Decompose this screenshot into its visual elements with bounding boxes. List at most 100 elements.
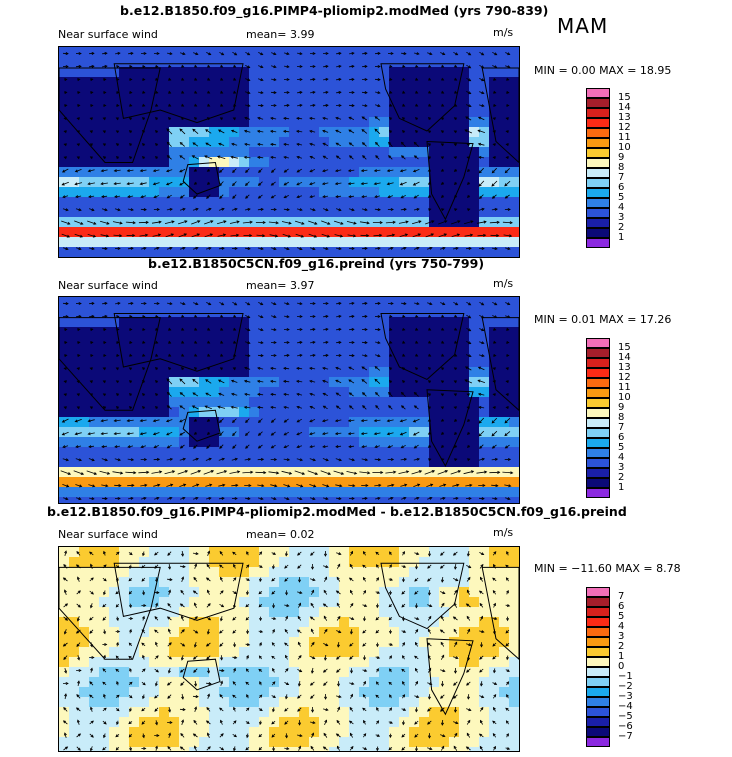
colorbar-label: 13	[618, 362, 631, 373]
colorbar-box	[586, 108, 610, 118]
panel-3-minmax: MIN = −11.60 MAX = 8.78	[534, 562, 681, 575]
colorbar-box	[586, 148, 610, 158]
colorbar-box	[586, 717, 610, 727]
coastlines	[59, 63, 519, 221]
panel-3-mean-value: 0.02	[290, 528, 315, 541]
panel-2-units: m/s	[493, 277, 514, 290]
wind-vectors	[60, 301, 514, 501]
colorbar-box	[586, 657, 610, 667]
colorbar-label: 0	[618, 661, 625, 672]
colorbar-label: 10	[618, 142, 631, 153]
colorbar-box	[586, 398, 610, 408]
panel-1-units: m/s	[493, 26, 514, 39]
panel-2-minmax: MIN = 0.01 MAX = 17.26	[534, 313, 672, 326]
panel-1-wind-field	[59, 47, 519, 257]
colorbar-box	[586, 607, 610, 617]
colorbar-label: 6	[618, 601, 625, 612]
colorbar-box	[586, 587, 610, 597]
colorbar-label: 11	[618, 132, 631, 143]
colorbar-box	[586, 158, 610, 168]
colorbar-label: −5	[618, 711, 633, 722]
colorbar-box	[586, 138, 610, 148]
colorbar-label: 6	[618, 432, 625, 443]
colorbar-box	[586, 597, 610, 607]
colorbar-box	[586, 737, 610, 747]
colorbar-label: 4	[618, 452, 625, 463]
wind-vectors	[61, 51, 513, 251]
colorbar-box	[586, 358, 610, 368]
colorbar-box	[586, 647, 610, 657]
colorbar-label: 12	[618, 372, 631, 383]
colorbar-label: −7	[618, 731, 633, 742]
colorbar-box	[586, 488, 610, 498]
colorbar-box	[586, 707, 610, 717]
colorbar-box	[586, 198, 610, 208]
panel-3-wind-field	[59, 547, 519, 751]
colorbar-box	[586, 388, 610, 398]
panel-1-variable: Near surface wind	[58, 28, 158, 41]
colorbar-label: 1	[618, 651, 625, 662]
colorbar-box	[586, 687, 610, 697]
colorbar-label: 1	[618, 232, 625, 243]
colorbar-box	[586, 218, 610, 228]
panel-1-map	[58, 46, 520, 258]
panel-2-map	[58, 296, 520, 504]
colorbar-label: 3	[618, 212, 625, 223]
colorbar-label: 10	[618, 392, 631, 403]
colorbar-box	[586, 168, 610, 178]
colorbar-box	[586, 697, 610, 707]
colorbar-label: 5	[618, 611, 625, 622]
colorbar-label: 13	[618, 112, 631, 123]
colorbar-label: 5	[618, 442, 625, 453]
colorbar-box	[586, 368, 610, 378]
colorbar-label: 11	[618, 382, 631, 393]
panel-3-map	[58, 546, 520, 752]
colorbar-box	[586, 727, 610, 737]
panel-3-mean-label: mean=	[246, 528, 287, 541]
colorbar-box	[586, 128, 610, 138]
colorbar-box	[586, 228, 610, 238]
panel-1-mean-label: mean=	[246, 28, 287, 41]
colorbar-box	[586, 667, 610, 677]
colorbar-box	[586, 88, 610, 98]
colorbar-label: 14	[618, 352, 631, 363]
colorbar-label: 5	[618, 192, 625, 203]
colorbar-label: 8	[618, 412, 625, 423]
panel-2-mean-label: mean=	[246, 279, 287, 292]
colorbar-box	[586, 378, 610, 388]
wind-speed-shading	[59, 47, 519, 257]
season-label: MAM	[557, 14, 609, 38]
colorbar-label: 7	[618, 172, 625, 183]
colorbar-box	[586, 428, 610, 438]
colorbar-label: 8	[618, 162, 625, 173]
colorbar-label: 6	[618, 182, 625, 193]
colorbar-label: −4	[618, 701, 633, 712]
colorbar-label: 9	[618, 152, 625, 163]
colorbar-box	[586, 208, 610, 218]
colorbar-label: 7	[618, 422, 625, 433]
wind-speed-shading	[59, 547, 519, 751]
colorbar-label: 7	[618, 591, 625, 602]
colorbar-label: 15	[618, 92, 631, 103]
colorbar-box	[586, 118, 610, 128]
colorbar-label: 2	[618, 641, 625, 652]
panel-3-units: m/s	[493, 526, 514, 539]
colorbar-label: 4	[618, 621, 625, 632]
colorbar-box	[586, 627, 610, 637]
colorbar-box	[586, 478, 610, 488]
wind-vectors	[62, 550, 511, 751]
colorbar-box	[586, 448, 610, 458]
panel-2-wind-field	[59, 297, 519, 503]
colorbar-label: 4	[618, 202, 625, 213]
panel-2-variable: Near surface wind	[58, 279, 158, 292]
panel-2-title: b.e12.B1850C5CN.f09_g16.preind (yrs 750-…	[148, 256, 485, 271]
colorbar-label: 1	[618, 482, 625, 493]
panel-1-title: b.e12.B1850.f09_g16.PIMP4-pliomip2.modMe…	[120, 3, 549, 18]
colorbar-label: 3	[618, 631, 625, 642]
colorbar-box	[586, 438, 610, 448]
colorbar-box	[586, 348, 610, 358]
colorbar-box	[586, 98, 610, 108]
colorbar-label: −2	[618, 681, 633, 692]
colorbar-box	[586, 458, 610, 468]
panel-2-mean-value: 3.97	[290, 279, 315, 292]
